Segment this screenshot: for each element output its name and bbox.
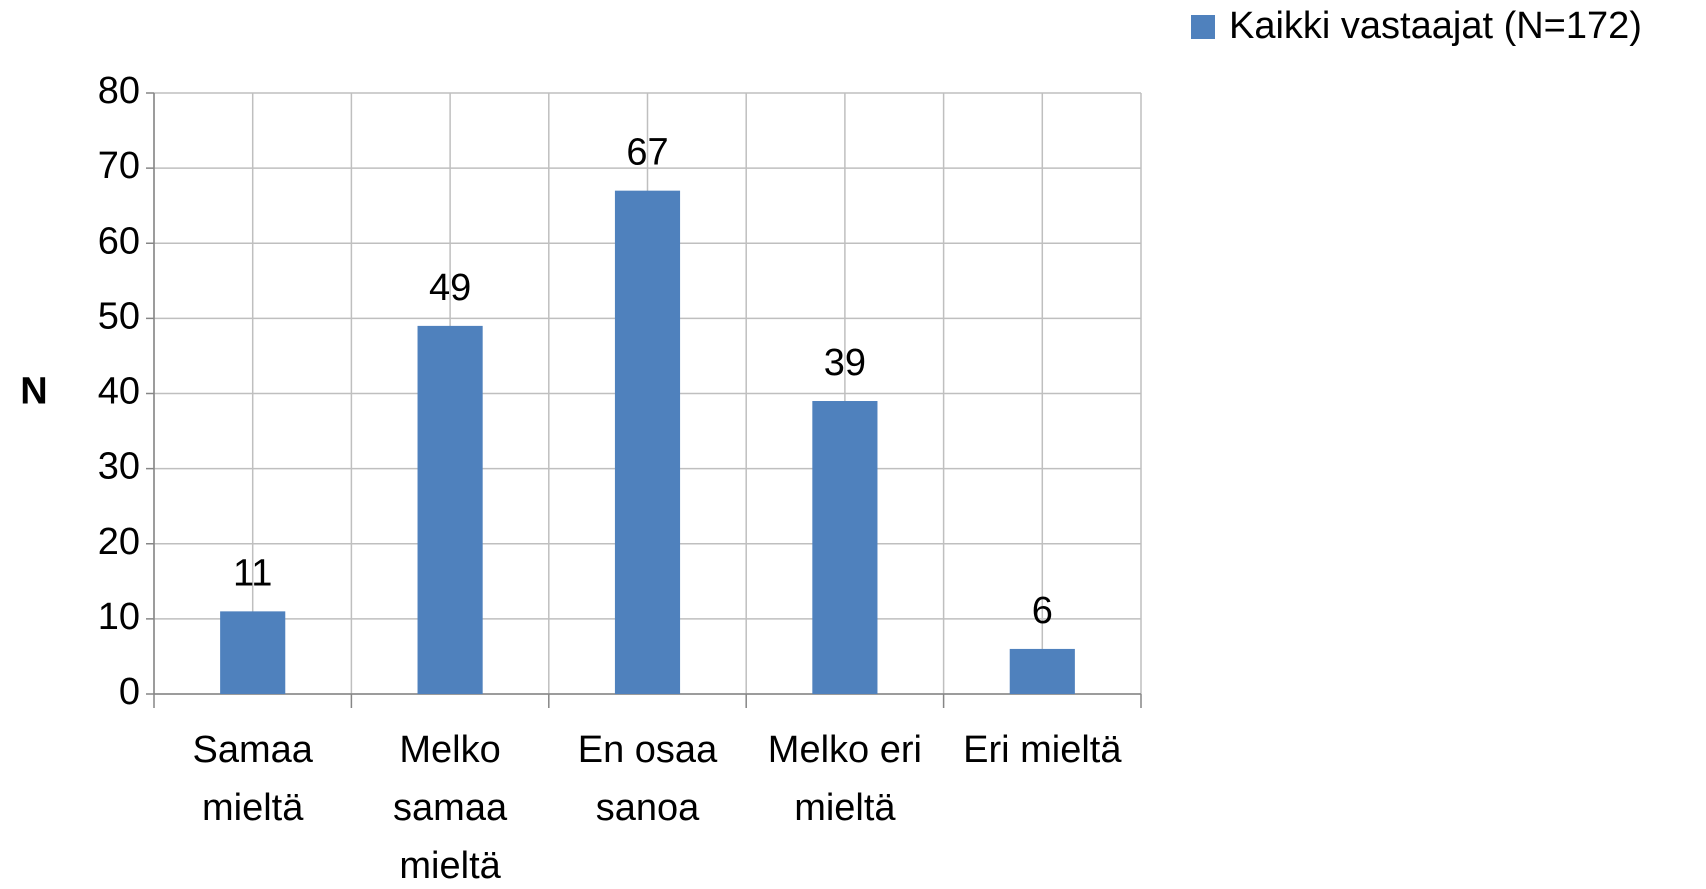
legend-label: Kaikki vastaajat (N=172) bbox=[1229, 5, 1642, 47]
y-tick-label: 20 bbox=[98, 521, 140, 563]
bar bbox=[614, 190, 681, 694]
x-tick-label: Eri mieltä bbox=[963, 729, 1122, 771]
bar bbox=[417, 325, 483, 694]
y-tick-label: 60 bbox=[98, 220, 140, 262]
data-label: 6 bbox=[1032, 590, 1053, 632]
bar bbox=[220, 611, 286, 694]
y-tick-label: 0 bbox=[119, 671, 140, 713]
data-label: 39 bbox=[824, 342, 866, 384]
y-tick-label: 50 bbox=[98, 295, 140, 337]
x-tick-label: En osaa sanoa bbox=[577, 729, 718, 829]
y-tick-label: 30 bbox=[98, 446, 140, 488]
legend-swatch bbox=[1191, 15, 1215, 39]
x-tick-label: Melko samaa mieltä bbox=[393, 729, 508, 887]
y-tick-label: 80 bbox=[98, 70, 140, 112]
data-label: 49 bbox=[429, 267, 471, 309]
y-tick-label: 10 bbox=[98, 596, 140, 638]
bar bbox=[1009, 648, 1075, 694]
y-axis-label: N bbox=[20, 371, 47, 413]
data-label: 67 bbox=[626, 132, 668, 174]
x-tick-label: Samaa mieltä bbox=[192, 729, 313, 829]
x-tick-label: Melko eri mieltä bbox=[767, 729, 922, 829]
bar bbox=[812, 401, 878, 694]
data-label: 11 bbox=[233, 552, 272, 594]
y-tick-label: 70 bbox=[98, 145, 140, 187]
y-tick-label: 40 bbox=[98, 371, 140, 413]
